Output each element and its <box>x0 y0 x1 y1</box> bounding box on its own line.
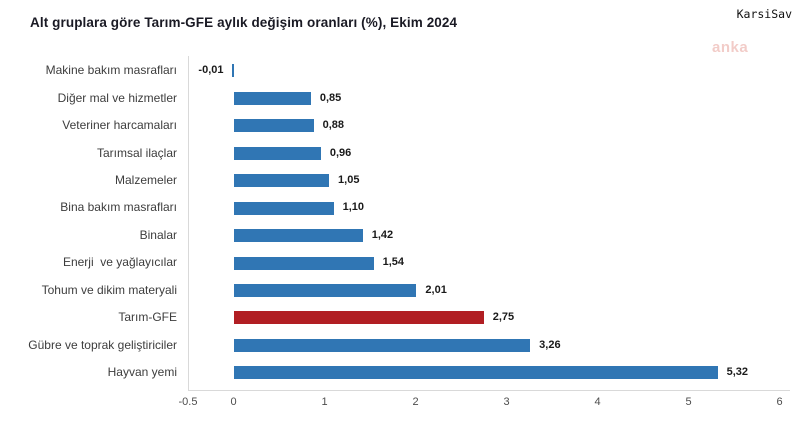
data-bar <box>233 283 417 297</box>
table-row: Veteriner harcamaları 0,88 <box>0 112 800 139</box>
x-axis-tick-label: 5 <box>685 396 692 408</box>
table-row: Gübre ve toprak geliştiriciler 3,26 <box>0 332 800 359</box>
chart-title: Alt gruplara göre Tarım-GFE aylık değişi… <box>30 15 458 30</box>
value-label: 1,05 <box>338 174 360 186</box>
category-label: Bina bakım masrafları <box>60 200 177 215</box>
table-row: Binalar 1,42 <box>0 222 800 249</box>
value-label: 2,75 <box>492 311 515 324</box>
value-label: 1,54 <box>382 256 405 269</box>
table-row: Enerji ve yağlayıcılar 1,54 <box>0 249 800 276</box>
category-label: Binalar <box>139 227 177 242</box>
y-axis-line <box>188 56 189 390</box>
value-label: 0,88 <box>322 119 344 132</box>
value-label: 1,10 <box>342 201 365 214</box>
data-bar <box>233 229 363 243</box>
source-watermark-text: KarsiSav <box>736 7 792 21</box>
x-axis-tick-label: 3 <box>503 396 510 408</box>
value-label: -0,01 <box>198 64 224 77</box>
value-label: 0,96 <box>329 146 352 159</box>
value-label: 0,85 <box>319 91 342 104</box>
data-bar <box>231 64 234 78</box>
value-label: 3,26 <box>539 338 561 351</box>
x-axis-tick-label: -0.5 <box>178 396 198 408</box>
category-label: Malzemeler <box>114 173 177 187</box>
table-row: Tarımsal ilaçlar 0,96 <box>0 140 800 167</box>
category-label: Tohum ve dikim materyali <box>41 282 177 297</box>
category-label: Enerji ve yağlayıcılar <box>62 255 177 270</box>
category-label: Hayvan yemi <box>107 365 177 380</box>
x-axis-tick-label: 6 <box>776 396 783 408</box>
data-bar <box>233 174 330 188</box>
table-row: Malzemeler 1,05 <box>0 167 800 194</box>
data-bar <box>233 366 718 380</box>
x-axis-tick-label: 1 <box>321 396 328 408</box>
data-bar <box>233 91 311 105</box>
x-axis-line <box>188 390 790 391</box>
category-label: Tarım-GFE <box>118 310 177 325</box>
agency-watermark: anka <box>712 39 749 56</box>
data-bar <box>233 338 531 352</box>
table-row: Makine bakım masrafları -0,01 <box>0 57 800 84</box>
x-axis-tick-label: 2 <box>412 396 419 408</box>
category-label: Gübre ve toprak geliştiriciler <box>28 337 177 352</box>
x-axis-tick-label: 4 <box>594 396 601 408</box>
x-axis-tick-label: 0 <box>230 396 237 408</box>
highlight-bar <box>233 311 484 325</box>
data-bar <box>233 256 374 270</box>
table-row: Tarım-GFE 2,75 <box>0 304 800 331</box>
category-label: Tarımsal ilaçlar <box>96 145 177 160</box>
category-label: Veteriner harcamaları <box>62 118 177 133</box>
data-bar <box>233 146 321 160</box>
data-bar <box>233 119 314 133</box>
data-bar <box>233 201 334 215</box>
category-label: Makine bakım masrafları <box>45 63 177 78</box>
value-label: 5,32 <box>726 366 749 379</box>
table-row: Tohum ve dikim materyali 2,01 <box>0 277 800 304</box>
value-label: 2,01 <box>425 283 447 296</box>
category-label: Diğer mal ve hizmetler <box>57 90 177 105</box>
table-row: Diğer mal ve hizmetler 0,85 <box>0 85 800 112</box>
value-label: 1,42 <box>371 228 394 241</box>
table-row: Bina bakım masrafları 1,10 <box>0 194 800 221</box>
table-row: Hayvan yemi 5,32 <box>0 359 800 386</box>
